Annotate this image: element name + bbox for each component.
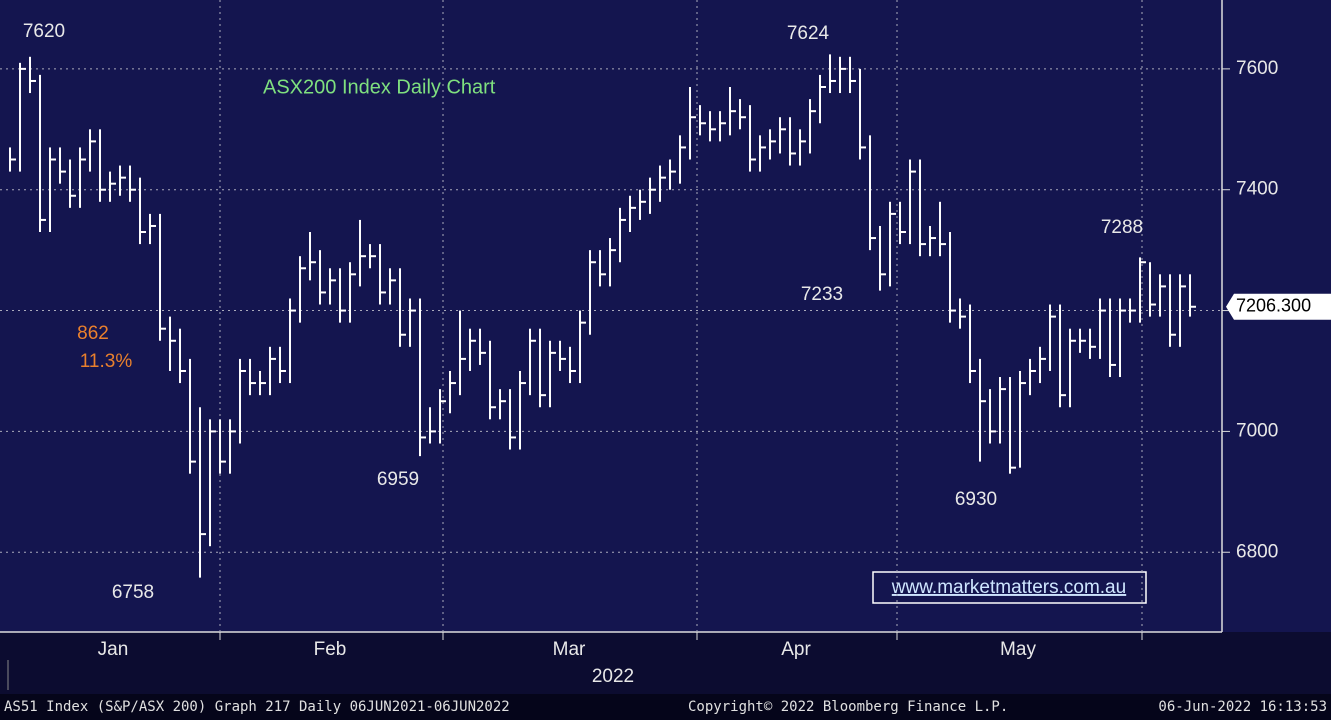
watermark: www.marketmatters.com.au: [891, 577, 1126, 598]
watermark-box: [872, 571, 1147, 604]
y-tick-label: 7600: [1236, 58, 1278, 79]
last-price-label: 7206.300: [1236, 296, 1311, 316]
annotation: 7233: [801, 284, 843, 305]
year-label: 2022: [592, 666, 634, 687]
annotation: 11.3%: [80, 351, 133, 372]
annotation: 7624: [787, 23, 830, 44]
last-price-tag: [1226, 293, 1331, 320]
annotation: 6758: [112, 582, 154, 603]
annotation: 862: [77, 323, 109, 344]
footer-right: 06-Jun-2022 16:13:53: [1158, 699, 1327, 715]
annotation: 6930: [955, 489, 997, 510]
x-tick-label: Mar: [553, 639, 586, 660]
x-tick-label: May: [1000, 639, 1036, 660]
chart-title: ASX200 Index Daily Chart: [263, 76, 496, 98]
x-tick-label: Feb: [314, 639, 347, 660]
annotation: 7620: [23, 21, 65, 42]
footer-left: AS51 Index (S&P/ASX 200) Graph 217 Daily…: [4, 699, 510, 715]
y-tick-label: 6800: [1236, 541, 1278, 562]
footer-band: [0, 694, 1331, 720]
y-tick-label: 7000: [1236, 420, 1278, 441]
annotation: 7288: [1101, 217, 1143, 238]
y-tick-label: 7400: [1236, 179, 1278, 200]
x-tick-label: Jan: [98, 639, 129, 660]
annotation: 6959: [377, 469, 419, 490]
footer-mid: Copyright© 2022 Bloomberg Finance L.P.: [688, 699, 1008, 715]
x-tick-label: Apr: [781, 639, 811, 660]
